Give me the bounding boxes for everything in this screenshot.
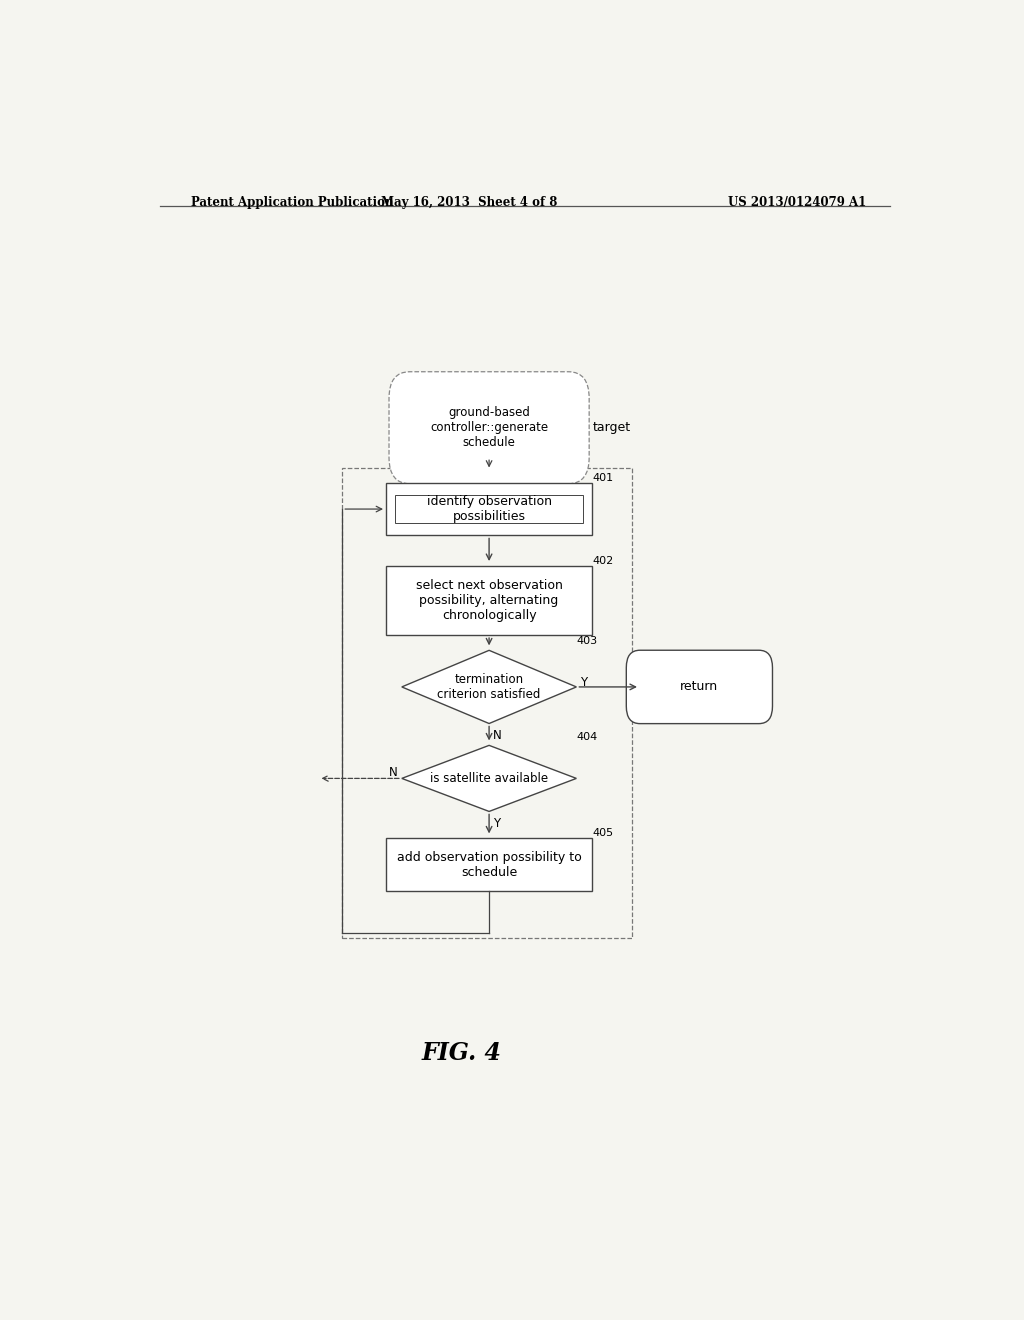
Text: FIG. 4: FIG. 4 <box>421 1041 502 1065</box>
Text: Patent Application Publication: Patent Application Publication <box>191 195 394 209</box>
Text: 402: 402 <box>592 556 613 566</box>
Text: target: target <box>592 421 631 434</box>
Text: 401: 401 <box>592 473 613 483</box>
Text: add observation possibility to
schedule: add observation possibility to schedule <box>396 851 582 879</box>
FancyBboxPatch shape <box>389 372 589 483</box>
FancyBboxPatch shape <box>627 651 772 723</box>
Text: 404: 404 <box>577 733 598 742</box>
Text: May 16, 2013  Sheet 4 of 8: May 16, 2013 Sheet 4 of 8 <box>381 195 557 209</box>
Text: termination
criterion satisfied: termination criterion satisfied <box>437 673 541 701</box>
Text: is satellite available: is satellite available <box>430 772 548 785</box>
Bar <box>386 483 592 536</box>
Bar <box>386 838 592 891</box>
Bar <box>386 566 592 635</box>
Text: return: return <box>680 680 719 693</box>
Bar <box>395 495 583 523</box>
Bar <box>342 469 632 939</box>
Text: Y: Y <box>581 676 588 689</box>
Text: Y: Y <box>494 817 500 829</box>
Text: N: N <box>389 766 397 779</box>
Text: 405: 405 <box>592 829 613 838</box>
Polygon shape <box>401 651 577 723</box>
Polygon shape <box>401 746 577 812</box>
Text: identify observation
possibilities: identify observation possibilities <box>427 495 552 523</box>
Text: US 2013/0124079 A1: US 2013/0124079 A1 <box>728 195 866 209</box>
Text: 403: 403 <box>577 636 598 647</box>
Text: N: N <box>494 729 502 742</box>
Text: select next observation
possibility, alternating
chronologically: select next observation possibility, alt… <box>416 579 562 622</box>
Text: ground-based
controller::generate
schedule: ground-based controller::generate schedu… <box>430 407 548 449</box>
